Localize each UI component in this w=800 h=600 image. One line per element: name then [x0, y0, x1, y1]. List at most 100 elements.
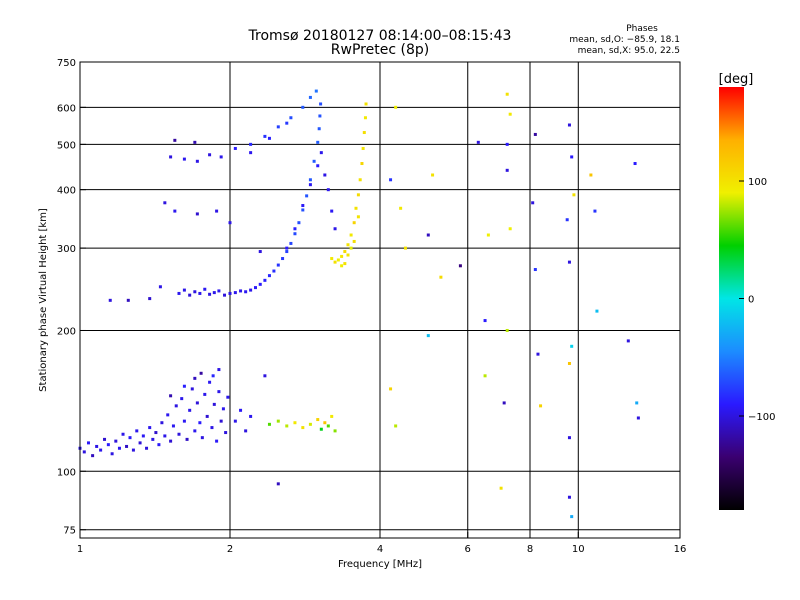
- data-point: [233, 291, 237, 295]
- data-point: [343, 250, 347, 254]
- x-tick-label: 4: [377, 544, 383, 555]
- data-point: [305, 194, 309, 198]
- data-point: [570, 344, 574, 348]
- data-point: [224, 431, 228, 435]
- data-point: [239, 289, 243, 293]
- y-tick-label: 300: [57, 244, 76, 255]
- data-point: [173, 138, 177, 142]
- data-point: [210, 426, 214, 430]
- data-point: [505, 168, 509, 172]
- data-point: [182, 384, 186, 388]
- data-point: [258, 282, 262, 286]
- data-point: [221, 407, 225, 411]
- data-point: [125, 444, 129, 448]
- data-point: [572, 193, 576, 197]
- data-point: [128, 436, 132, 440]
- data-point: [567, 123, 571, 127]
- data-point: [336, 258, 340, 262]
- data-point: [208, 153, 212, 157]
- data-point: [217, 368, 221, 372]
- data-point: [249, 142, 253, 146]
- data-point: [276, 263, 280, 267]
- data-point: [323, 421, 327, 425]
- data-point: [135, 429, 139, 433]
- data-point: [349, 246, 353, 250]
- data-point: [570, 515, 574, 519]
- data-point: [217, 390, 221, 394]
- x-tick-label: 2: [227, 544, 233, 555]
- data-point: [308, 183, 312, 187]
- phases-o-mode: mean, sd,O: −85.9, 18.1: [569, 35, 680, 45]
- data-point: [595, 309, 599, 313]
- data-point: [91, 454, 95, 458]
- data-point: [166, 413, 170, 417]
- data-point: [121, 432, 125, 436]
- data-point: [330, 257, 334, 261]
- data-point: [215, 439, 219, 443]
- data-point: [208, 380, 212, 384]
- data-point: [249, 414, 253, 418]
- data-point: [188, 408, 192, 412]
- data-point: [188, 293, 192, 297]
- data-point: [182, 419, 186, 423]
- data-point: [567, 361, 571, 365]
- data-point: [567, 436, 571, 440]
- data-point: [316, 140, 320, 144]
- data-point: [352, 239, 356, 243]
- data-point: [203, 392, 207, 396]
- data-point: [293, 232, 297, 236]
- data-point: [301, 426, 305, 430]
- y-tick-label: 100: [57, 467, 76, 478]
- data-point: [567, 495, 571, 499]
- data-point: [289, 116, 293, 120]
- data-point: [108, 298, 112, 302]
- data-point: [190, 387, 194, 391]
- data-point: [182, 157, 186, 161]
- data-point: [426, 334, 430, 338]
- data-point: [263, 278, 267, 282]
- data-point: [169, 439, 173, 443]
- data-point: [343, 262, 347, 266]
- data-point: [267, 274, 271, 278]
- data-point: [565, 218, 569, 222]
- data-point: [289, 241, 293, 245]
- data-point: [539, 404, 543, 408]
- data-point: [293, 421, 297, 425]
- data-point: [505, 92, 509, 96]
- data-point: [293, 227, 297, 231]
- data-point: [195, 401, 199, 405]
- data-point: [263, 374, 267, 378]
- data-point: [636, 416, 640, 420]
- data-point: [285, 121, 289, 125]
- data-point: [211, 374, 215, 378]
- data-point: [536, 352, 540, 356]
- phases-title: Phases: [626, 24, 658, 34]
- data-point: [267, 422, 271, 426]
- data-point: [326, 424, 330, 428]
- data-point: [483, 374, 487, 378]
- data-point: [173, 209, 177, 213]
- data-point: [195, 212, 199, 216]
- data-point: [148, 426, 152, 430]
- data-point: [364, 102, 368, 106]
- x-tick-label: 16: [674, 544, 687, 555]
- data-point: [163, 434, 167, 438]
- data-point: [228, 291, 232, 295]
- y-tick-label: 600: [57, 103, 76, 114]
- data-point: [399, 206, 403, 210]
- data-point: [226, 395, 230, 399]
- data-point: [333, 260, 337, 264]
- data-point: [258, 250, 262, 254]
- data-point: [233, 146, 237, 150]
- data-point: [340, 264, 344, 268]
- data-point: [249, 288, 253, 292]
- data-point: [323, 173, 327, 177]
- data-point: [301, 105, 305, 109]
- data-point: [244, 290, 248, 294]
- data-point: [198, 291, 202, 295]
- data-point: [154, 431, 158, 435]
- data-point: [199, 371, 203, 375]
- phases-x-mode: mean, sd,X: 95.0, 22.5: [578, 46, 680, 56]
- data-point: [340, 254, 344, 258]
